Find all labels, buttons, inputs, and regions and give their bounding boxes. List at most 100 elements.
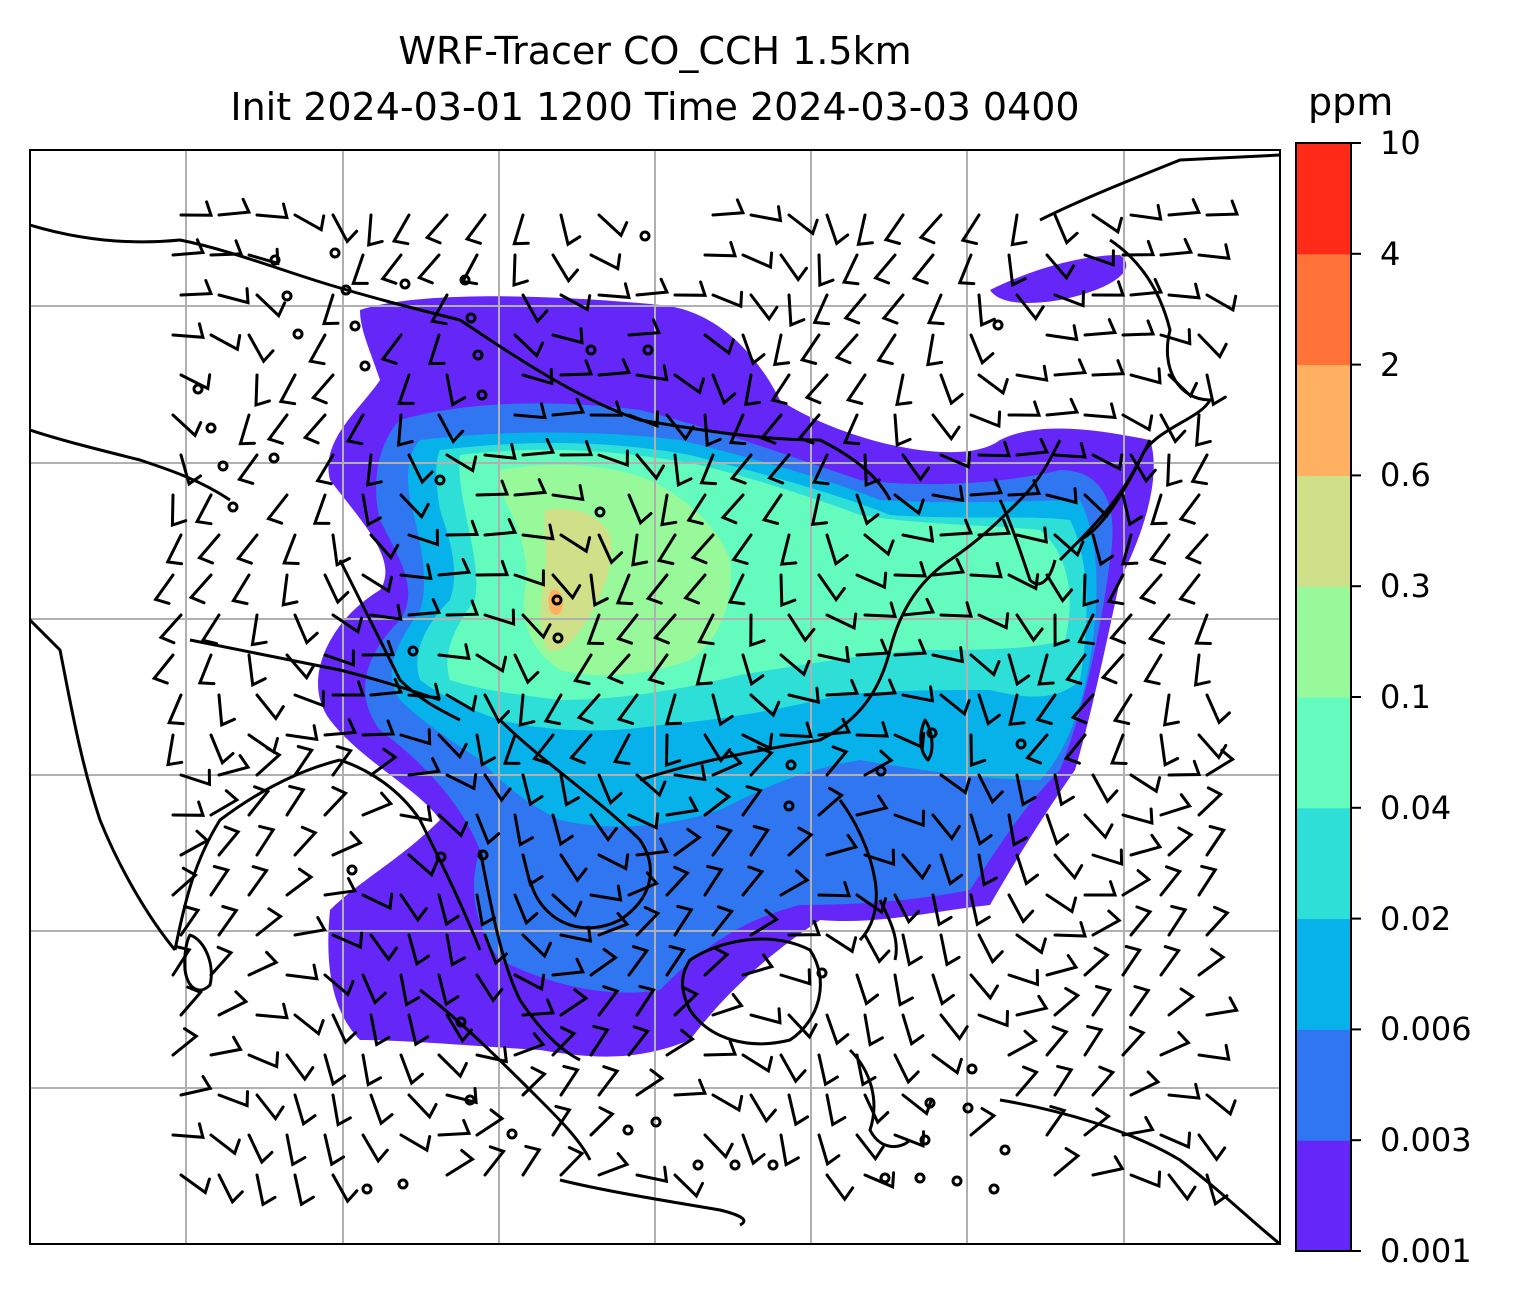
wind-barb [209,1035,243,1057]
wind-barb [1015,773,1037,807]
wind-barb [1077,613,1095,646]
wind-barb [513,893,539,926]
wind-barb [1121,869,1152,897]
wind-barb [171,322,205,339]
wind-barb [369,603,403,621]
wind-barb [926,333,944,367]
wind-barb [1167,1173,1197,1202]
wind-barb [407,682,441,700]
wind-barb [209,239,244,257]
wind-barb [1037,653,1055,686]
wind-barb [787,213,819,236]
map-title-line2: Init 2024-03-01 1200 Time 2024-03-03 040… [230,85,1080,129]
wind-barb [293,690,325,708]
wind-barb [969,653,1001,678]
wind-barb [282,533,300,565]
colorbar-tick-label: 10 [1380,124,1421,162]
wind-barb [931,646,965,664]
wind-barb [825,745,849,777]
wind-barb [396,413,414,447]
wind-barb [720,493,745,525]
wind-barb [787,1013,818,1040]
wind-barb [475,559,510,577]
wind-barb [166,733,184,767]
map-frame [29,149,1281,1245]
arctic-coast [1039,153,1280,222]
wind-barb [863,1171,896,1190]
wind-barb [1015,437,1050,457]
wind-barb [559,1146,585,1177]
wind-barb [1159,865,1183,897]
map-area [30,150,1280,1244]
colorbar [1296,142,1361,1252]
wind-barb [407,853,439,878]
wind-barb [331,533,352,567]
wind-barb [518,693,536,727]
wind-barb [901,1093,933,1116]
wind-barb [179,768,212,787]
wind-barb [825,213,850,246]
wind-barb [521,933,552,959]
wind-barb [365,453,383,487]
wind-barb [1091,280,1126,297]
wind-barb [568,733,593,765]
wind-barb [817,786,845,817]
wind-barb [171,866,199,897]
colorbar-tick-label: 0.02 [1380,899,1452,938]
wind-barb [1053,441,1087,459]
wind-barb [217,1173,244,1205]
wind-barb [1015,853,1039,886]
wind-barb [247,1133,274,1165]
wind-barb [635,906,661,937]
wind-barb [673,373,705,395]
wind-barb [1015,994,1049,1017]
borneo [681,937,822,1046]
wind-barb [285,724,319,742]
wind-barb [266,413,289,445]
calm-wind-circle [650,1116,662,1128]
wind-barb [664,693,683,726]
wind-barb [521,1144,542,1177]
wind-barb [1091,453,1124,472]
wind-barb [1147,613,1171,645]
wind-barb [931,557,966,577]
wind-barb [369,933,399,962]
japan [1058,439,1152,562]
wind-barb [703,413,722,448]
wind-barb [969,733,987,768]
calm-wind-circle [914,1172,926,1184]
wind-barb [597,533,624,565]
wind-barb [635,773,667,798]
wind-barb [331,745,354,777]
wind-barb [399,893,428,923]
calm-wind-circle [988,1183,1000,1195]
calm-wind-circle [506,1128,518,1140]
wind-barb [407,1013,430,1047]
wind-barb [551,327,584,345]
wind-barb [179,373,212,391]
wind-barb [293,1013,325,1037]
wind-barb [635,364,669,382]
wind-barb [427,333,446,366]
wind-barb [293,916,327,937]
colorbar-frame [1295,142,1352,1252]
wind-barb [1197,243,1231,261]
wind-barb [1190,453,1209,486]
wind-barb [1167,759,1202,777]
wind-barb [367,213,384,247]
wind-barb [437,973,460,1007]
wind-barb [749,693,781,718]
wind-barb [407,757,442,777]
wind-barb [369,747,398,777]
wind-barb [1178,493,1201,525]
wind-barb [817,717,852,737]
wind-barb [652,613,677,645]
wind-barb [254,373,271,408]
bay-of-bengal-coast [339,758,482,951]
wind-barb [1083,318,1118,337]
wind-barb [521,853,544,887]
wind-barb [743,373,761,407]
wind-barb [369,1013,391,1047]
wind-barb [749,1007,782,1025]
wind-barb [391,213,411,246]
